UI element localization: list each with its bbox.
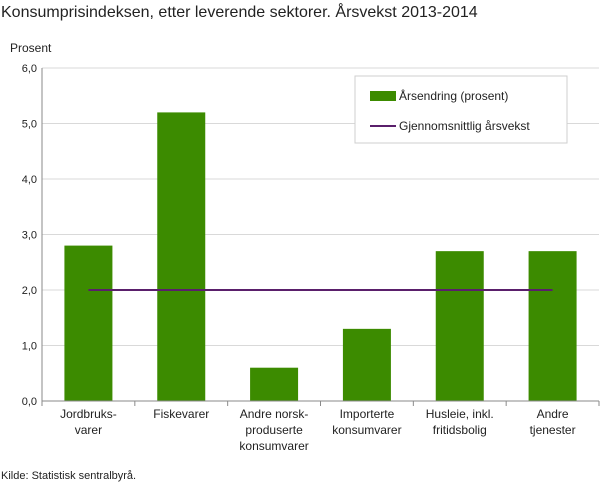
y-tick-label: 6,0 bbox=[22, 63, 37, 75]
x-category-label: Husleie, inkl. fritidsbolig bbox=[426, 407, 494, 437]
bar bbox=[342, 328, 391, 401]
y-tick-label: 0,0 bbox=[22, 396, 37, 408]
legend-line-label: Gjennomsnittlig årsvekst bbox=[399, 119, 530, 133]
legend-bar-swatch bbox=[370, 91, 396, 101]
y-tick-label: 5,0 bbox=[22, 119, 37, 131]
bar bbox=[528, 251, 577, 401]
bar bbox=[435, 251, 484, 401]
y-tick-label: 2,0 bbox=[22, 285, 37, 297]
x-category-label: Jordbruks-varer bbox=[60, 407, 117, 437]
axes bbox=[41, 68, 600, 406]
x-category-label: Importerte konsumvarer bbox=[332, 407, 401, 437]
legend: Årsendring (prosent) Gjennomsnittlig års… bbox=[354, 75, 568, 144]
x-category-label: Fiskevarer bbox=[153, 407, 209, 421]
legend-frame bbox=[354, 75, 568, 144]
y-axis-label: Prosent bbox=[10, 41, 52, 55]
y-tick-labels: 0,0 1,0 2,0 3,0 4,0 5,0 6,0 bbox=[22, 63, 37, 408]
chart-title: Konsumprisindeksen, etter leverende sekt… bbox=[1, 4, 478, 21]
x-category-labels: Jordbruks-varer Fiskevarer Andre norsk-pro… bbox=[60, 407, 576, 453]
y-tick-label: 3,0 bbox=[22, 230, 37, 242]
y-tick-label: 4,0 bbox=[22, 174, 37, 186]
bar bbox=[157, 112, 206, 402]
y-tick-label: 1,0 bbox=[22, 341, 37, 353]
x-category-label: Andre tjenester bbox=[530, 407, 576, 437]
source-note: Kilde: Statistisk sentralbyrå. bbox=[1, 470, 137, 482]
bar bbox=[64, 245, 113, 401]
legend-bar-label: Årsendring (prosent) bbox=[399, 88, 508, 103]
bar bbox=[250, 367, 299, 401]
x-category-label: Andre norsk-produserte konsumvarer bbox=[239, 407, 308, 453]
bars bbox=[64, 112, 577, 402]
